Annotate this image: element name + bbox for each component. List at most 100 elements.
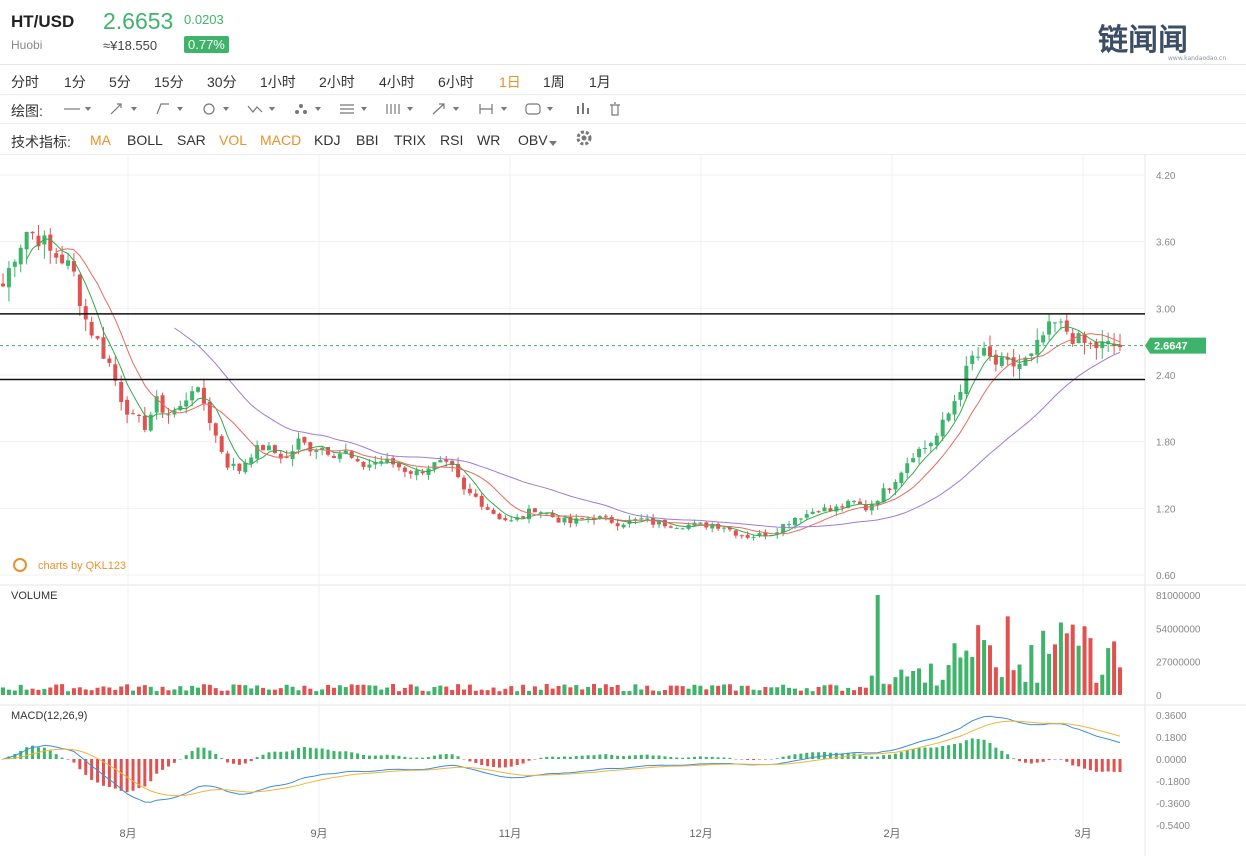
- trash-icon[interactable]: [606, 100, 640, 118]
- line-tool-icon[interactable]: [62, 100, 96, 118]
- timeframe-2[interactable]: 5分: [109, 74, 131, 90]
- candle-body: [314, 450, 319, 452]
- timeframe-11[interactable]: 1月: [589, 74, 611, 90]
- timeframe-4[interactable]: 30分: [207, 74, 237, 90]
- volume-bar: [337, 685, 342, 695]
- volume-bar: [131, 690, 136, 695]
- volume-bar: [1088, 638, 1093, 695]
- candle-body: [917, 448, 922, 458]
- macd-hist-bar: [78, 759, 82, 770]
- candle-body: [432, 462, 437, 470]
- candle-body: [444, 459, 449, 462]
- indicator-trix[interactable]: TRIX: [394, 132, 426, 148]
- candle-body: [1029, 353, 1034, 357]
- timeframe-3[interactable]: 15分: [154, 74, 184, 90]
- candle-body: [343, 450, 348, 454]
- macd-hist-bar: [297, 747, 301, 759]
- x-tick-label: 11月: [499, 828, 521, 840]
- timeframe-0[interactable]: 分时: [11, 74, 39, 90]
- candle-body: [12, 261, 17, 267]
- volume-bar: [798, 690, 803, 695]
- volume-bar: [261, 687, 266, 695]
- indicator-obv[interactable]: OBV: [518, 132, 548, 148]
- macd-hist-bar: [740, 759, 744, 760]
- indicator-bbi[interactable]: BBI: [356, 132, 379, 148]
- obv-dropdown-icon[interactable]: [548, 135, 558, 151]
- bars-tool-icon[interactable]: [574, 100, 608, 118]
- candle-body: [77, 274, 82, 306]
- candle-body: [308, 442, 313, 452]
- macd-hist-bar: [397, 755, 401, 759]
- indicator-rsi[interactable]: RSI: [440, 132, 464, 148]
- volume-bar: [869, 675, 874, 695]
- macd-hist-bar: [362, 755, 366, 759]
- candle-body: [479, 495, 484, 507]
- volume-bar: [166, 690, 171, 695]
- candle-body: [66, 260, 71, 266]
- macd-hist-bar: [882, 755, 886, 759]
- volume-bar: [875, 595, 880, 695]
- volume-bar: [526, 690, 531, 695]
- last-price-label: 2.6647: [1154, 341, 1188, 353]
- price-change: 0.0203: [184, 12, 224, 27]
- text-tool-icon[interactable]: [524, 100, 558, 118]
- indicator-kdj[interactable]: KDJ: [314, 132, 341, 148]
- timeframe-8[interactable]: 6小时: [438, 74, 474, 90]
- candle-body: [461, 477, 466, 490]
- volume-bar: [710, 685, 715, 695]
- macd-hist-bar: [267, 752, 271, 759]
- candle-body: [1088, 343, 1093, 345]
- macd-hist-bar: [503, 759, 507, 768]
- candle-body: [509, 520, 514, 522]
- price-y-tick: 4.20: [1156, 171, 1176, 182]
- measure-tool-icon[interactable]: [478, 100, 512, 118]
- macd-hist-bar: [669, 757, 673, 759]
- volume-bar: [361, 684, 366, 695]
- timeframe-6[interactable]: 2小时: [319, 74, 355, 90]
- candle-body: [556, 517, 561, 523]
- macd-hist-bar: [976, 738, 980, 759]
- timeframe-7[interactable]: 4小时: [379, 74, 415, 90]
- fib-tool-icon[interactable]: [338, 100, 372, 118]
- macd-hist-bar: [793, 754, 797, 759]
- volume-bar: [976, 625, 981, 695]
- arrow-tool-icon[interactable]: [430, 100, 464, 118]
- candle-body: [781, 524, 786, 533]
- volume-bar: [597, 688, 602, 695]
- volume-bar: [917, 668, 922, 695]
- indicator-wr[interactable]: WR: [477, 132, 501, 148]
- chart-watermark: charts by QKL123: [38, 560, 126, 572]
- indicator-vol[interactable]: VOL: [219, 132, 248, 148]
- zigzag-tool-icon[interactable]: [246, 100, 280, 118]
- macd-hist-bar: [421, 757, 425, 759]
- macd-hist-bar: [131, 759, 135, 791]
- timeframe-9[interactable]: 1日: [499, 74, 521, 90]
- indicator-sar[interactable]: SAR: [177, 132, 206, 148]
- candle-body: [355, 459, 360, 462]
- gann-tool-icon[interactable]: [384, 100, 418, 118]
- timeframe-5[interactable]: 1小时: [260, 74, 296, 90]
- polyline-tool-icon[interactable]: [154, 100, 188, 118]
- timeframe-10[interactable]: 1周: [543, 74, 565, 90]
- macd-hist-bar: [486, 759, 490, 767]
- pattern-tool-icon[interactable]: [292, 100, 326, 118]
- indicator-boll[interactable]: BOLL: [127, 132, 163, 148]
- volume-bar: [479, 689, 484, 695]
- candle-body: [237, 463, 242, 471]
- indicator-macd[interactable]: MACD: [260, 132, 302, 148]
- settings-gear-icon[interactable]: [575, 129, 593, 150]
- pen-tool-icon[interactable]: [108, 100, 142, 118]
- timeframe-1[interactable]: 1分: [64, 74, 86, 90]
- indicator-ma[interactable]: MA: [90, 132, 111, 148]
- price-chart[interactable]: 8月 9月 11月 12月 2月 3月 4.20 3.60 3.00 2.40 1.80 1.20 0.…: [0, 155, 1246, 856]
- candle-body: [899, 472, 904, 484]
- candle-body: [373, 462, 378, 465]
- macd-hist-bar: [226, 759, 230, 763]
- macd-hist-bar: [616, 755, 620, 759]
- volume-bar: [467, 684, 472, 695]
- last-price-tag: [1145, 337, 1206, 354]
- circle-tool-icon[interactable]: [200, 100, 234, 118]
- macd-hist-bar: [864, 756, 868, 759]
- volume-y-tick: 27000000: [1156, 658, 1201, 669]
- macd-hist-bar: [970, 738, 974, 759]
